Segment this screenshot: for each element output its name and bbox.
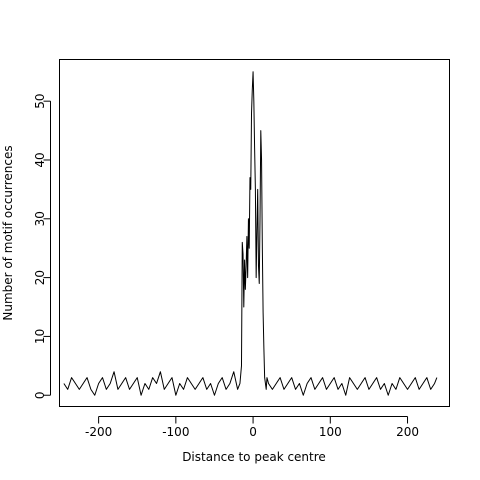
x-tick-label: 100 [319, 425, 342, 439]
series-line-0 [63, 71, 438, 396]
y-tick-label: 10 [33, 329, 47, 344]
x-tick-label: -200 [85, 425, 112, 439]
y-axis: 0 10 20 30 40 50 [33, 94, 51, 399]
y-tick-label: 50 [33, 94, 47, 109]
x-tick-label: 0 [249, 425, 257, 439]
y-tick-label: 40 [33, 152, 47, 167]
series-layer [63, 71, 438, 396]
x-tick-label: 200 [396, 425, 419, 439]
x-axis: -200 -100 0 100 200 [85, 416, 419, 439]
x-axis-title: Distance to peak centre [182, 450, 326, 464]
y-tick-label: 0 [33, 391, 47, 399]
y-tick-label: 20 [33, 270, 47, 285]
plot-frame [59, 59, 450, 407]
y-tick-label: 30 [33, 211, 47, 226]
x-tick-label: -100 [162, 425, 189, 439]
y-axis-title: Number of motif occurrences [1, 145, 15, 320]
